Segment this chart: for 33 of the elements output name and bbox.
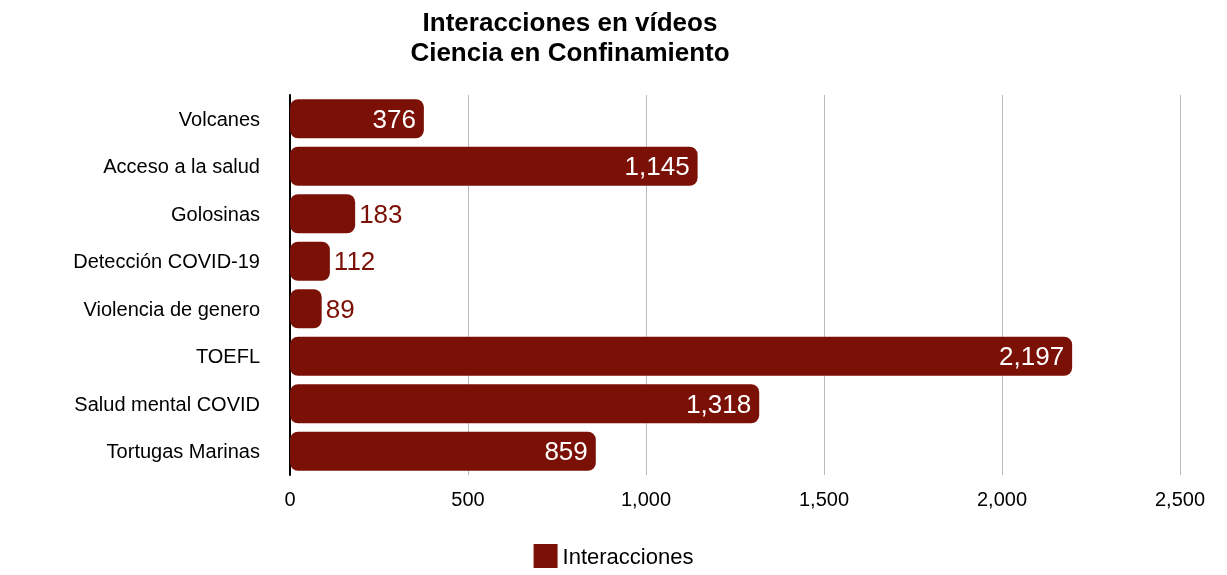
text: 1,318: [686, 388, 752, 419]
text: 859: [544, 436, 588, 467]
chart-title: Interacciones en vídeos: [422, 7, 718, 37]
bar: [290, 384, 760, 424]
y-tick-label: Violencia de genero: [83, 297, 260, 320]
y-tick-label: TOEFL: [195, 345, 260, 368]
y-tick-label: Detección COVID-19: [73, 250, 260, 273]
y-tick-label: Volcanes: [178, 107, 260, 130]
y-tick-label: Tortugas Marinas: [106, 440, 260, 463]
text: 2,197: [999, 341, 1065, 372]
bar: [290, 431, 596, 471]
x-tick-label: 2,500: [1154, 488, 1206, 510]
y-tick-label: Golosinas: [171, 202, 260, 225]
y-tick-label: Salud mental COVID: [74, 392, 260, 415]
text: 183: [359, 198, 403, 229]
bar: [290, 336, 1073, 376]
text: 1,145: [624, 151, 690, 182]
bar: [290, 146, 698, 186]
bar: [290, 99, 424, 139]
text: 376: [372, 103, 416, 134]
text: 112: [333, 246, 376, 277]
legend-label: Interacciones: [562, 543, 694, 569]
x-tick-label: 2,000: [976, 488, 1028, 510]
x-tick-label: 1,000: [620, 488, 672, 510]
x-tick-label: 1,500: [798, 488, 850, 510]
chart-subtitle: Ciencia en Confinamiento: [410, 37, 730, 67]
x-tick-label: 0: [284, 488, 296, 510]
bar: [290, 289, 322, 329]
bar: [290, 194, 356, 234]
y-tick-label: Acceso a la salud: [103, 155, 260, 178]
text: 89: [325, 293, 355, 324]
x-tick-label: 500: [451, 488, 485, 510]
bar: [290, 241, 330, 281]
